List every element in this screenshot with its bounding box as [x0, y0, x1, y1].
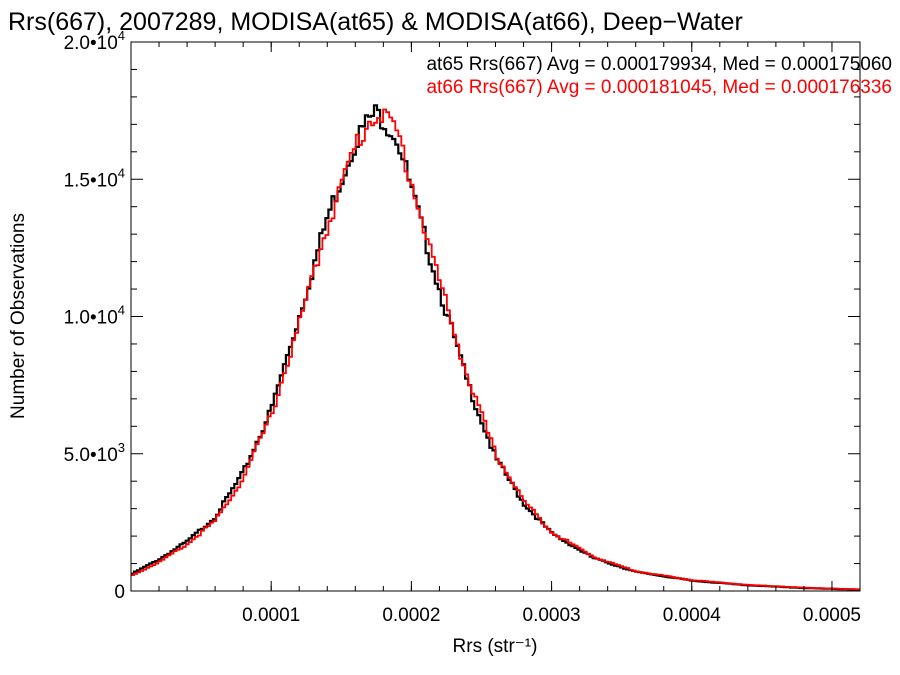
- x-tick-label: 0.0002: [382, 605, 440, 626]
- series-layer: [131, 104, 860, 591]
- legend-entry-at66: at66 Rrs(667) Avg = 0.000181045, Med = 0…: [426, 77, 892, 98]
- y-tick-label: 1.5•104: [64, 165, 125, 191]
- x-axis-label: Rrs (str⁻¹): [453, 636, 538, 657]
- legend-entry-at65: at65 Rrs(667) Avg = 0.000179934, Med = 0…: [426, 54, 892, 75]
- y-tick-label: 1.0•104: [64, 303, 125, 329]
- x-tick-label: 0.0003: [523, 605, 581, 626]
- series-line-at66: [131, 108, 860, 591]
- x-tick-label: 0.0001: [242, 605, 300, 626]
- y-tick-label: 2.0•104: [64, 28, 125, 54]
- x-tick-label: 0.0004: [663, 605, 722, 626]
- x-tick-label: 0.0005: [803, 605, 861, 626]
- chart-title: Rrs(667), 2007289, MODISA(at65) & MODISA…: [8, 8, 743, 36]
- y-tick-label: 5.0•103: [64, 440, 125, 466]
- legend: at65 Rrs(667) Avg = 0.000179934, Med = 0…: [426, 54, 892, 98]
- y-axis-label: Number of Observations: [8, 213, 29, 419]
- y-tick-label: 0: [114, 582, 125, 603]
- plot-frame: [130, 41, 861, 592]
- ticks-layer: 0.0001 0.0002 0.0003 0.0004 0.0005 0 5.0•103 1.…: [64, 28, 861, 626]
- series-line-at65: [131, 104, 860, 591]
